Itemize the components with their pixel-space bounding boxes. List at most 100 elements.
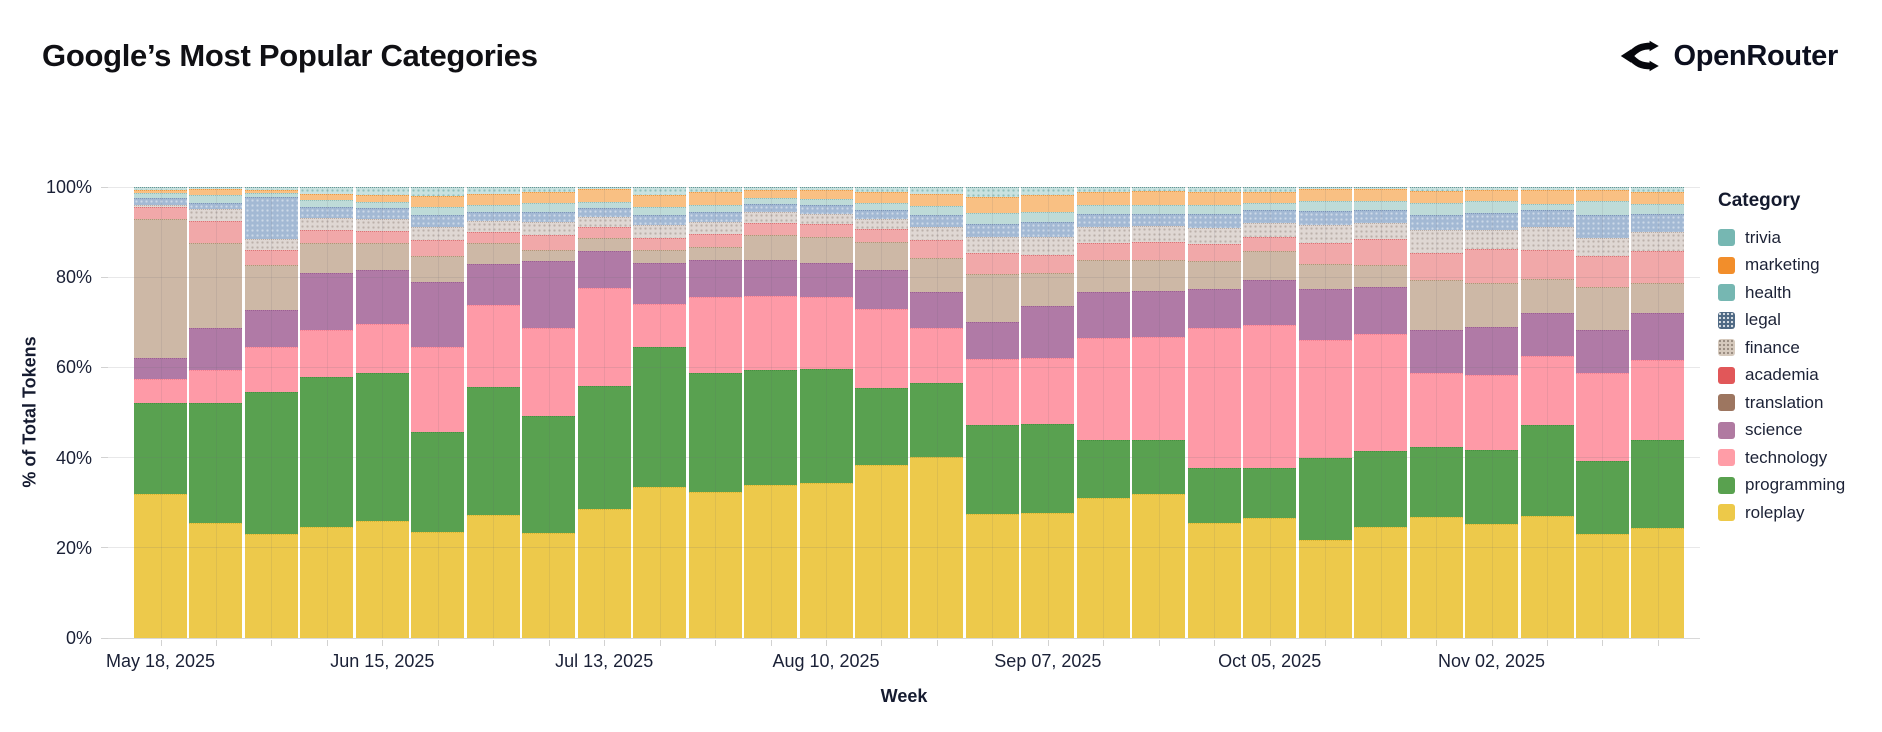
segment-translation[interactable] — [134, 218, 187, 359]
segment-programming[interactable] — [1076, 439, 1130, 499]
segment-academia[interactable] — [1076, 243, 1130, 261]
segment-science[interactable] — [854, 269, 908, 310]
segment-finance[interactable] — [1187, 228, 1241, 245]
segment-trivia[interactable] — [577, 187, 631, 190]
segment-health[interactable] — [355, 201, 409, 209]
segment-legal[interactable] — [134, 197, 187, 205]
segment-roleplay[interactable] — [522, 532, 576, 638]
segment-science[interactable] — [744, 260, 798, 297]
segment-marketing[interactable] — [244, 189, 298, 193]
segment-science[interactable] — [1132, 291, 1186, 337]
segment-marketing[interactable] — [910, 193, 964, 207]
segment-legal[interactable] — [411, 214, 465, 228]
segment-marketing[interactable] — [1631, 192, 1685, 205]
segment-translation[interactable] — [688, 246, 742, 261]
segment-trivia[interactable] — [1021, 187, 1075, 196]
segment-finance[interactable] — [1409, 229, 1463, 254]
segment-legal[interactable] — [1076, 214, 1130, 228]
segment-translation[interactable] — [1021, 273, 1075, 306]
segment-roleplay[interactable] — [1409, 516, 1463, 638]
segment-programming[interactable] — [688, 373, 742, 492]
segment-academia[interactable] — [522, 234, 576, 251]
segment-roleplay[interactable] — [1354, 527, 1408, 638]
segment-technology[interactable] — [910, 328, 964, 384]
segment-technology[interactable] — [300, 329, 354, 378]
segment-technology[interactable] — [633, 303, 687, 347]
bar-week-oct-26-2025[interactable] — [1409, 187, 1463, 638]
segment-programming[interactable] — [910, 383, 964, 458]
segment-health[interactable] — [522, 203, 576, 212]
segment-health[interactable] — [244, 192, 298, 198]
bar-week-jun-08-2025[interactable] — [300, 187, 354, 638]
segment-programming[interactable] — [1520, 425, 1574, 516]
segment-legal[interactable] — [910, 214, 964, 227]
segment-science[interactable] — [1021, 305, 1075, 359]
segment-academia[interactable] — [466, 232, 520, 244]
segment-academia[interactable] — [1021, 255, 1075, 274]
segment-finance[interactable] — [965, 236, 1019, 254]
segment-science[interactable] — [1243, 279, 1297, 325]
segment-finance[interactable] — [577, 216, 631, 228]
segment-trivia[interactable] — [355, 187, 409, 196]
segment-finance[interactable] — [854, 218, 908, 230]
segment-technology[interactable] — [688, 296, 742, 374]
segment-marketing[interactable] — [633, 194, 687, 208]
segment-technology[interactable] — [1465, 375, 1519, 450]
segment-health[interactable] — [577, 201, 631, 209]
segment-translation[interactable] — [633, 250, 687, 263]
segment-marketing[interactable] — [522, 191, 576, 204]
segment-programming[interactable] — [1298, 457, 1352, 541]
segment-science[interactable] — [1465, 326, 1519, 375]
segment-finance[interactable] — [1076, 227, 1130, 244]
segment-legal[interactable] — [854, 209, 908, 219]
segment-marketing[interactable] — [355, 195, 409, 202]
segment-trivia[interactable] — [1409, 187, 1463, 192]
legend-item-translation[interactable]: translation — [1718, 389, 1845, 417]
segment-programming[interactable] — [244, 392, 298, 535]
bar-week-oct-12-2025[interactable] — [1298, 187, 1352, 638]
segment-marketing[interactable] — [688, 192, 742, 205]
segment-roleplay[interactable] — [1631, 528, 1685, 638]
segment-technology[interactable] — [466, 305, 520, 388]
segment-translation[interactable] — [1465, 282, 1519, 327]
segment-science[interactable] — [189, 327, 243, 370]
segment-roleplay[interactable] — [244, 534, 298, 638]
segment-academia[interactable] — [1465, 249, 1519, 283]
bar-week-nov-23-2025[interactable] — [1631, 187, 1685, 638]
segment-science[interactable] — [244, 310, 298, 348]
segment-translation[interactable] — [910, 258, 964, 293]
segment-academia[interactable] — [799, 224, 853, 237]
bar-week-aug-17-2025[interactable] — [854, 187, 908, 638]
segment-marketing[interactable] — [577, 189, 631, 202]
segment-roleplay[interactable] — [1187, 523, 1241, 638]
segment-trivia[interactable] — [910, 187, 964, 194]
segment-technology[interactable] — [1076, 337, 1130, 440]
segment-finance[interactable] — [910, 226, 964, 241]
segment-trivia[interactable] — [688, 187, 742, 193]
legend-item-technology[interactable]: technology — [1718, 444, 1845, 472]
segment-science[interactable] — [1575, 329, 1629, 374]
segment-roleplay[interactable] — [1076, 498, 1130, 638]
bar-week-oct-05-2025[interactable] — [1243, 187, 1297, 638]
segment-finance[interactable] — [189, 209, 243, 221]
segment-trivia[interactable] — [244, 187, 298, 190]
segment-health[interactable] — [1409, 203, 1463, 215]
segment-legal[interactable] — [744, 204, 798, 213]
segment-finance[interactable] — [1021, 236, 1075, 256]
segment-programming[interactable] — [1575, 460, 1629, 535]
segment-finance[interactable] — [744, 212, 798, 224]
segment-programming[interactable] — [1021, 423, 1075, 514]
segment-trivia[interactable] — [1354, 187, 1408, 190]
segment-roleplay[interactable] — [799, 483, 853, 638]
segment-health[interactable] — [1243, 202, 1297, 210]
segment-science[interactable] — [910, 292, 964, 329]
segment-finance[interactable] — [522, 222, 576, 235]
segment-trivia[interactable] — [189, 187, 243, 190]
bar-week-sep-21-2025[interactable] — [1132, 187, 1186, 638]
segment-academia[interactable] — [633, 238, 687, 251]
bar-week-jun-22-2025[interactable] — [411, 187, 465, 638]
segment-finance[interactable] — [244, 239, 298, 251]
segment-marketing[interactable] — [1187, 191, 1241, 206]
bar-week-jun-01-2025[interactable] — [244, 187, 298, 638]
segment-health[interactable] — [744, 197, 798, 205]
